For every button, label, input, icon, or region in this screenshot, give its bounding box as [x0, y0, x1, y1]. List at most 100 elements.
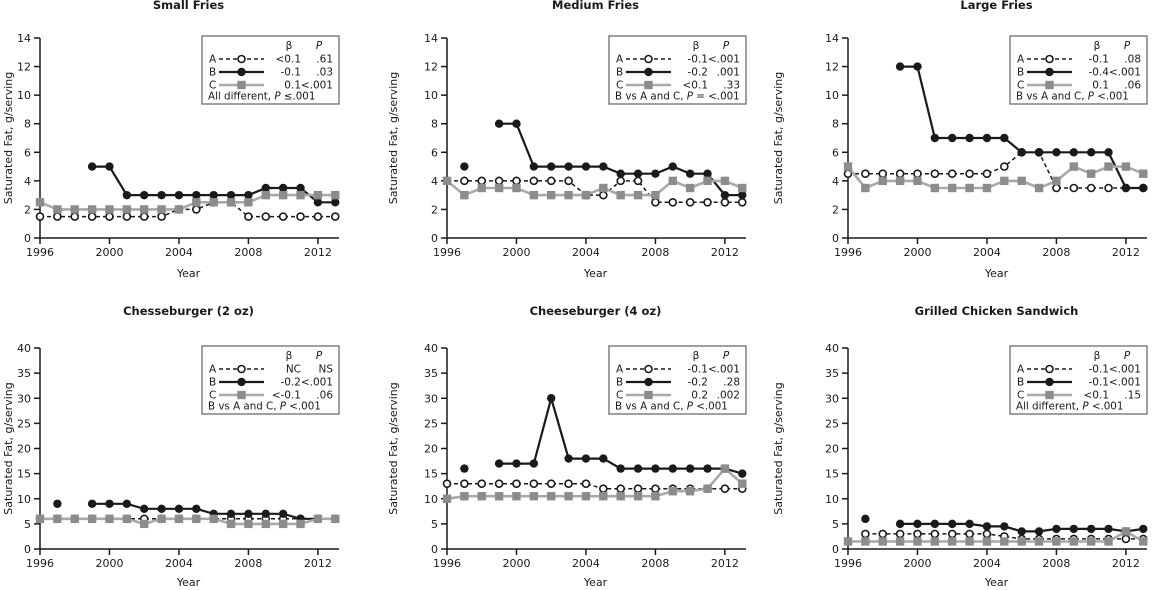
series-a-marker [982, 169, 992, 179]
series-b-marker [122, 190, 132, 200]
series-c-marker [226, 198, 236, 207]
series-b-marker [895, 62, 905, 71]
series-c-marker [87, 514, 97, 524]
series-c-line [39, 193, 336, 211]
series-c-marker [685, 487, 695, 496]
y-tick-label: 12 [424, 61, 438, 74]
series-c-marker [331, 190, 340, 200]
x-tick-label: 2000 [903, 557, 931, 570]
series-b [87, 162, 340, 207]
series-a-marker [261, 212, 271, 221]
legend-p-value: <.001 [1109, 377, 1141, 389]
series-b-marker [1069, 148, 1078, 157]
series-b-marker [599, 454, 608, 463]
chart-cell-cheeseburger-4oz: Cheeseburger (4 oz) 0 5 10 15 20 25 30 35 40 1996 2… [385, 295, 770, 590]
series-a-marker [529, 176, 539, 186]
chart-large-fries: Large Fries 0 2 4 6 8 10 12 14 1996 2000 2004 2008 20… [772, 0, 1148, 280]
series-c-marker [140, 205, 149, 214]
series-c-marker [122, 514, 132, 524]
legend-sample-marker [1045, 390, 1054, 400]
x-tick-label: 2004 [165, 246, 193, 259]
x-tick-label: 2008 [234, 246, 262, 259]
series-b-marker [633, 169, 643, 178]
legend-beta-value: -0.1 [688, 54, 709, 66]
series-c-marker [70, 205, 79, 214]
y-tick-label: 0 [431, 543, 438, 556]
y-tick-label: 0 [832, 232, 839, 245]
legend-p-value: .08 [1124, 54, 1141, 66]
series-b-marker [547, 394, 556, 403]
x-tick-label: 2004 [973, 246, 1001, 259]
series-c-marker [1121, 162, 1131, 171]
series-c-marker [174, 205, 184, 214]
legend-beta-header: β [1094, 350, 1101, 362]
series-b-marker [1000, 133, 1009, 143]
series-c-marker [861, 183, 870, 193]
x-tick-label: 2012 [711, 246, 739, 259]
y-tick-label: 0 [24, 543, 31, 556]
y-tick-label: 2 [24, 203, 31, 216]
series-b-marker [1086, 148, 1096, 157]
series-a-marker [546, 479, 556, 488]
series-b-marker [581, 454, 591, 463]
legend-sample-marker [237, 377, 246, 387]
series-c-marker [53, 205, 62, 214]
series-b-marker [581, 162, 591, 171]
series-b-marker [1086, 524, 1096, 534]
legend-beta-value: 0.2 [691, 390, 708, 402]
legend-series-label: A [616, 364, 624, 376]
legend-series-label: C [1017, 390, 1024, 402]
series-c-marker [616, 190, 625, 200]
series-a-marker [512, 176, 521, 186]
x-tick-label: 2000 [502, 246, 530, 259]
x-tick-label: 2012 [304, 557, 332, 570]
series-b-marker [685, 169, 695, 178]
series-a-marker [861, 529, 870, 539]
legend-sample-marker [237, 390, 246, 400]
series-c-marker [460, 190, 469, 200]
x-tick-label: 2012 [1112, 246, 1140, 259]
legend-sample-marker [1045, 67, 1054, 77]
series-a-marker [529, 479, 539, 488]
series-a-marker [546, 176, 556, 186]
legend-p-value: <.001 [708, 364, 740, 376]
series-b-marker [157, 504, 166, 513]
series-b-marker [685, 464, 695, 473]
legend-p-header: P [316, 40, 323, 52]
series-c-marker [633, 492, 643, 501]
series-a-marker [87, 212, 97, 221]
legend-p-value: .33 [723, 80, 740, 92]
series-c-marker [244, 519, 253, 529]
series-c-marker [1104, 537, 1113, 546]
series-a-marker [1069, 183, 1079, 193]
series-a-marker [599, 190, 608, 200]
series-c-marker [738, 183, 747, 193]
series-a-marker [685, 197, 695, 207]
series-b-marker [278, 183, 288, 193]
series-c-marker [313, 190, 323, 200]
legend-p-value: .06 [1124, 80, 1141, 92]
series-b-marker [1017, 527, 1026, 536]
series-b-marker [226, 190, 236, 200]
legend-series-label: C [616, 390, 623, 402]
series-b-marker [861, 514, 870, 524]
series-a-marker [460, 479, 469, 488]
legend-p-value: .001 [717, 67, 740, 79]
series-c-marker [105, 205, 114, 214]
series-c-marker [982, 537, 992, 546]
y-tick-label: 8 [24, 118, 31, 131]
series-c-marker [192, 514, 201, 524]
legend-sample-marker [237, 80, 246, 90]
legend-beta-value: <-0.1 [272, 390, 301, 402]
y-tick-label: 10 [424, 493, 438, 506]
legend-sample-marker [644, 54, 653, 64]
legend-sample-marker [1045, 80, 1054, 90]
series-a-marker [442, 479, 452, 488]
legend-box [201, 345, 340, 415]
series-b-marker [1104, 524, 1113, 534]
series-c-marker [1000, 176, 1009, 186]
x-tick-label: 2008 [641, 246, 669, 259]
legend-beta-value: -0.1 [1089, 54, 1110, 66]
series-c-marker [547, 190, 556, 200]
